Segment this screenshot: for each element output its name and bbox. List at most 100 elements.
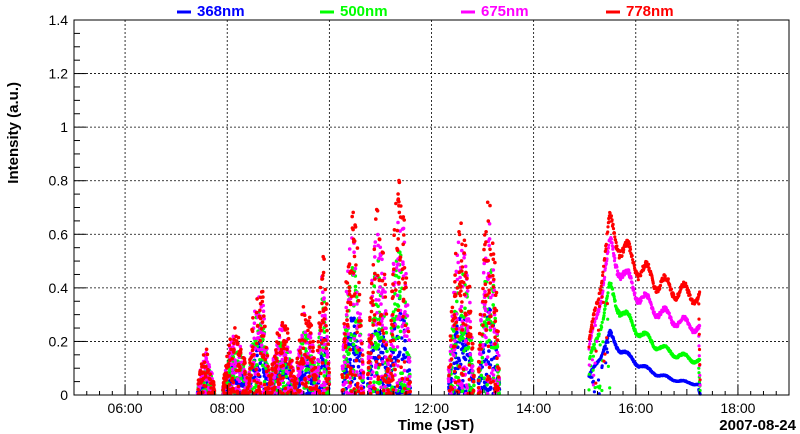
data-point [281,343,286,348]
data-point [403,281,408,285]
data-point [355,302,359,306]
data-point [303,330,308,335]
data-point [491,268,496,272]
data-point [622,248,626,252]
data-point [315,348,320,353]
data-point [342,355,346,359]
data-point [379,319,384,324]
data-point [698,290,702,294]
data-point [395,293,400,298]
data-point [230,371,235,375]
data-point [401,297,406,302]
data-point [453,273,457,277]
data-point [606,246,611,250]
data-point [373,255,377,259]
data-point [485,383,489,387]
data-point [451,345,456,349]
data-point [372,244,377,249]
data-point [366,376,370,381]
data-point [391,295,395,299]
data-point [391,363,396,367]
data-point [394,288,398,292]
data-point [495,338,500,342]
data-point [602,359,606,363]
data-point [324,359,328,363]
data-point [470,365,474,370]
data-point [276,385,281,390]
data-point [348,366,353,371]
data-point [384,355,388,360]
data-point [491,303,496,307]
data-point [478,340,483,345]
data-point [352,324,357,329]
data-point [352,254,357,259]
data-point [255,297,259,301]
data-point [264,345,269,350]
data-point [697,371,701,375]
data-point [450,319,455,323]
data-point [600,325,604,329]
data-point [286,336,291,341]
data-point [383,295,388,299]
data-point [404,276,409,280]
data-point [403,323,408,328]
data-point [366,354,371,359]
data-point [342,325,347,329]
data-point [357,280,361,285]
data-point [602,264,606,268]
data-point [487,338,492,343]
data-point [380,271,384,276]
data-point [385,349,389,354]
data-point [611,227,616,231]
data-point [254,310,259,315]
data-point [322,367,327,372]
data-point [369,281,374,286]
data-point [348,347,353,352]
data-point [378,362,382,367]
data-point [612,231,617,235]
data-point [295,381,299,386]
data-point [397,281,401,285]
data-point [379,335,384,340]
data-point [611,222,615,226]
data-point [323,287,328,292]
data-point [278,376,283,381]
data-point [598,384,602,388]
data-point [484,321,488,326]
data-point [601,300,605,304]
data-point [608,386,612,390]
data-point [603,257,607,261]
data-point [349,389,354,394]
data-point [593,319,597,324]
data-point [264,386,269,391]
data-point [381,359,385,364]
data-point [275,331,280,335]
data-point [235,389,240,394]
data-point [272,354,277,359]
data-point [390,322,394,327]
data-point [396,353,401,358]
data-point [258,330,263,335]
data-point [484,335,488,340]
data-point [272,376,276,380]
data-point [603,344,607,348]
data-point [369,376,373,381]
data-point [387,377,391,381]
data-point [254,363,259,367]
data-point [481,323,485,328]
data-point [476,378,481,383]
data-point [460,342,465,346]
data-point [615,244,619,248]
data-point [356,364,361,369]
data-point [491,293,495,297]
data-point [247,384,251,388]
data-point [241,382,246,387]
data-point [324,376,328,381]
data-point [452,294,457,299]
data-point [394,201,398,206]
data-point [395,381,400,385]
data-point [233,358,237,362]
data-point [341,388,345,392]
data-point [306,361,310,365]
data-point [242,362,246,366]
